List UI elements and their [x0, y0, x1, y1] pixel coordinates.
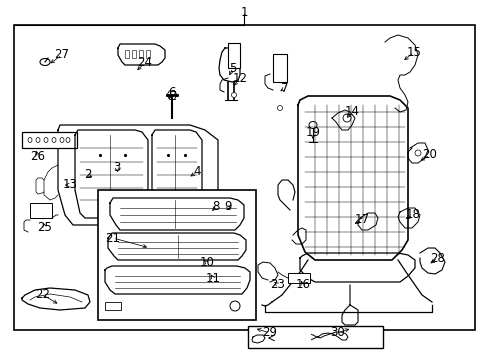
Text: 14: 14: [344, 105, 359, 118]
Ellipse shape: [414, 150, 420, 156]
Ellipse shape: [66, 138, 70, 143]
Text: 20: 20: [422, 148, 437, 162]
Text: 21: 21: [105, 231, 120, 244]
Text: 15: 15: [406, 45, 421, 58]
Text: 16: 16: [295, 279, 310, 292]
Text: 9: 9: [224, 201, 231, 213]
Bar: [105, 302, 121, 310]
Text: 18: 18: [405, 208, 420, 221]
Text: 6: 6: [168, 85, 175, 99]
Text: 23: 23: [270, 279, 285, 292]
Bar: [132, 50, 136, 58]
Text: 17: 17: [354, 213, 369, 226]
Text: 5: 5: [229, 62, 236, 75]
Ellipse shape: [229, 301, 240, 311]
Ellipse shape: [28, 138, 32, 143]
Text: 25: 25: [38, 221, 52, 234]
Text: 1: 1: [240, 5, 247, 18]
Bar: [14, 25, 474, 330]
Ellipse shape: [44, 138, 48, 143]
Bar: [98, 190, 256, 320]
Text: 11: 11: [205, 271, 220, 284]
Text: 10: 10: [199, 256, 214, 270]
Text: 13: 13: [62, 179, 77, 192]
Bar: [30, 203, 52, 218]
Text: 29: 29: [262, 327, 277, 339]
Text: 7: 7: [281, 81, 288, 94]
Ellipse shape: [224, 204, 231, 211]
Bar: [227, 43, 240, 68]
Text: 27: 27: [54, 49, 69, 62]
Bar: [247, 326, 382, 348]
Text: 26: 26: [30, 150, 45, 163]
Ellipse shape: [308, 121, 316, 129]
Text: 12: 12: [232, 72, 247, 85]
Text: 3: 3: [113, 162, 121, 175]
Ellipse shape: [277, 105, 282, 111]
Text: 28: 28: [429, 252, 445, 265]
Text: 4: 4: [193, 166, 201, 179]
Text: 2: 2: [84, 168, 92, 181]
Bar: [125, 50, 129, 58]
Text: 19: 19: [305, 126, 320, 139]
Ellipse shape: [342, 114, 350, 122]
Ellipse shape: [60, 138, 64, 143]
Ellipse shape: [231, 93, 236, 98]
Bar: [22, 132, 77, 148]
Ellipse shape: [52, 138, 56, 143]
Bar: [146, 50, 150, 58]
Text: 24: 24: [137, 57, 152, 69]
Text: 8: 8: [212, 201, 219, 213]
Bar: [287, 273, 309, 283]
Bar: [272, 54, 286, 82]
Ellipse shape: [206, 261, 213, 265]
Text: 30: 30: [330, 327, 345, 339]
Text: 22: 22: [36, 288, 50, 301]
Ellipse shape: [36, 138, 40, 143]
Ellipse shape: [40, 58, 50, 66]
Bar: [139, 50, 142, 58]
